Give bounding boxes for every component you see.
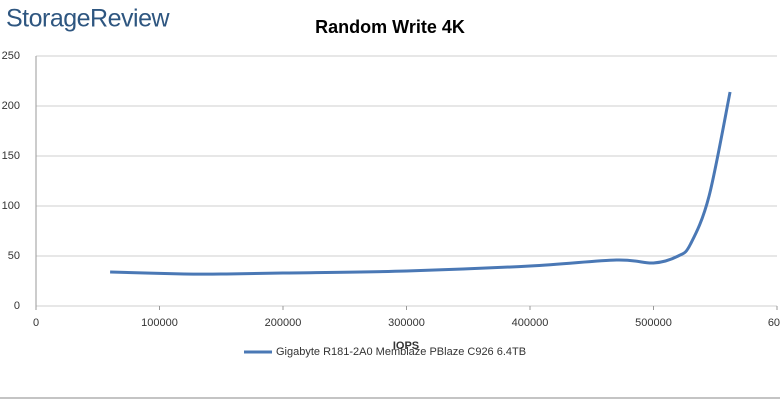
x-tick-label: 300000 (388, 317, 425, 329)
logo: StorageReview (6, 5, 170, 33)
x-tick-label: 600 (768, 317, 780, 329)
y-tick-label: 150 (2, 150, 20, 162)
legend-label: Gigabyte R181-2A0 Memblaze PBlaze C926 6… (276, 346, 526, 358)
x-tick-label: 0 (33, 317, 39, 329)
y-tick-label: 50 (8, 250, 20, 262)
x-tick-label: 400000 (512, 317, 549, 329)
chart-title: Random Write 4K (315, 17, 465, 37)
y-tick-label: 200 (2, 100, 20, 112)
x-tick-label: 200000 (265, 317, 302, 329)
line-series (110, 91, 732, 276)
y-tick-label: 100 (2, 200, 20, 212)
x-tick-label: 100000 (141, 317, 178, 329)
y-tick-label: 0 (14, 300, 20, 312)
x-tick-label: 500000 (635, 317, 672, 329)
y-tick-label: 250 (2, 50, 20, 62)
x-axis-label: IOPS (393, 340, 419, 352)
